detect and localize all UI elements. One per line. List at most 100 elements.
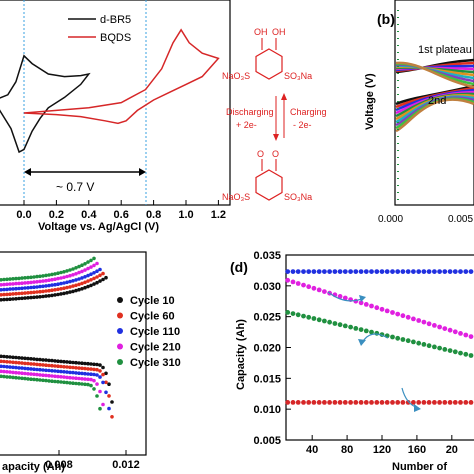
label-minus-2e: - 2e- xyxy=(293,120,312,130)
panel-d-point xyxy=(468,269,474,274)
panel-c-points xyxy=(0,256,114,419)
panel-d-point xyxy=(405,400,411,405)
panel-d-point xyxy=(442,269,448,274)
panel-d-point xyxy=(337,294,343,299)
panel-c-point xyxy=(8,365,12,369)
panel-d-point xyxy=(374,400,380,405)
panel-c-point xyxy=(56,276,60,281)
panel-c-point xyxy=(86,382,90,387)
panel-d-y-tick-label: 0.035 xyxy=(253,250,281,262)
panel-d-point xyxy=(295,269,301,274)
panel-c-point xyxy=(77,371,81,376)
panel-c-point xyxy=(29,290,33,295)
panel-c-point xyxy=(53,374,57,379)
panel-c-point xyxy=(0,288,3,292)
panel-d-point xyxy=(390,310,395,315)
panel-d-point xyxy=(411,400,416,405)
panel-d-y-tick-label: 0.005 xyxy=(253,435,281,447)
panel-d-point xyxy=(285,310,291,315)
panel-c-point xyxy=(47,273,51,277)
panel-c-point xyxy=(32,377,36,382)
panel-c-point xyxy=(59,364,63,369)
panel-c-point xyxy=(83,366,87,371)
panel-c-point xyxy=(62,375,66,379)
panel-d-point xyxy=(316,400,322,405)
panel-c-point xyxy=(98,273,102,278)
panel-d-y-ticks: 0.005 0.010 0.015 0.020 0.025 0.030 0.035 xyxy=(253,250,291,447)
panel-c-point xyxy=(29,377,33,382)
panel-c-point xyxy=(101,271,105,276)
annotation-second: 2nd xyxy=(428,95,446,107)
panel-c-point xyxy=(92,362,96,367)
panel-c-x-tick-label: 0.008 xyxy=(45,459,73,471)
panel-d-y-tick-label: 0.030 xyxy=(253,281,281,293)
panel-c-point xyxy=(0,278,3,282)
panel-d-point xyxy=(290,400,296,405)
panel-c-point xyxy=(23,361,27,366)
panel-c-point xyxy=(59,369,63,374)
panel-c-point xyxy=(101,277,105,282)
panel-a-x-tick-label: 0.8 xyxy=(146,209,161,221)
panel-c-point xyxy=(41,373,45,378)
panel-c-point xyxy=(77,381,81,386)
panel-d-point xyxy=(311,400,317,405)
panel-c-point xyxy=(77,361,81,365)
panel-c-point xyxy=(86,372,90,376)
panel-d-point xyxy=(332,400,338,405)
panel-c-point xyxy=(23,276,27,280)
panel-c-point xyxy=(92,387,96,391)
panel-c-point xyxy=(74,266,78,270)
panel-d-y-tick-label: 0.015 xyxy=(253,373,281,385)
panel-c-point xyxy=(56,369,60,374)
panel-c-point xyxy=(77,366,81,370)
panel-c-point xyxy=(26,286,30,290)
panel-c-point xyxy=(89,265,93,269)
panel-d-point xyxy=(290,311,296,316)
group-o-left: O xyxy=(257,149,264,159)
group-so3na-right-bottom: SO₃Na xyxy=(284,192,312,202)
panel-d-point xyxy=(447,348,453,353)
panel-c-point xyxy=(56,282,60,287)
panel-d-point xyxy=(384,308,390,314)
panel-d-point xyxy=(348,324,353,330)
panel-c-point xyxy=(92,378,96,383)
panel-c-point xyxy=(83,280,87,285)
panel-d-point xyxy=(468,400,474,405)
panel-d-point xyxy=(358,269,364,274)
panel-d-point xyxy=(311,285,317,291)
panel-c-point xyxy=(2,354,6,359)
panel-c-point xyxy=(14,370,18,375)
panel-c-point xyxy=(65,375,69,380)
panel-c-point xyxy=(20,291,24,296)
panel-c-point xyxy=(53,288,57,292)
panel-c-point xyxy=(89,272,93,277)
panel-c-point xyxy=(14,365,18,370)
panel-c-point xyxy=(101,380,105,385)
panel-c-point xyxy=(35,280,39,284)
panel-c-point xyxy=(5,355,9,359)
panel-c-point xyxy=(11,365,15,370)
panel-c-point xyxy=(38,367,42,372)
panel-c-point xyxy=(86,273,90,278)
panel-c-point xyxy=(0,293,3,297)
panel-c-point xyxy=(89,377,93,382)
panel-c-point xyxy=(11,355,15,360)
panel-c-point xyxy=(77,277,81,281)
panel-d-point xyxy=(390,400,395,405)
panel-c-point xyxy=(20,366,24,370)
panel-c-point xyxy=(77,287,81,292)
panel-c-point xyxy=(35,295,39,299)
panel-c-point xyxy=(95,373,99,377)
reaction-scheme: OH OH NaO₃S SO₃Na Discharging + 2e- Char… xyxy=(222,27,327,202)
panel-c-point xyxy=(83,361,87,366)
panel-c-point xyxy=(92,372,96,377)
panel-c-point xyxy=(32,285,36,290)
panel-d-y-tick-label: 0.010 xyxy=(253,404,281,416)
panel-c-point xyxy=(50,288,54,293)
panel-c-point xyxy=(98,279,102,283)
panel-d-point xyxy=(301,269,306,274)
panel-c-point xyxy=(80,382,84,386)
panel-c-point xyxy=(62,365,66,369)
curve-d-br5 xyxy=(0,54,91,154)
panel-d-point xyxy=(342,295,348,301)
